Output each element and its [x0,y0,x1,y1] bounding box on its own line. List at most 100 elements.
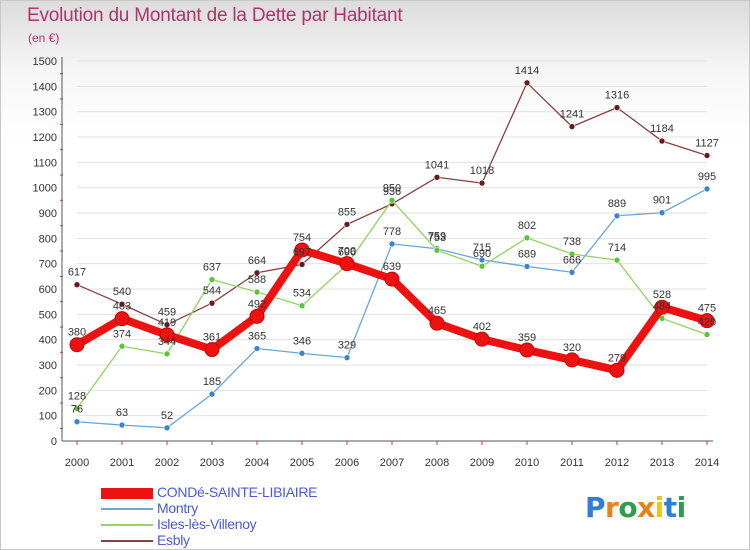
legend-label-conde: CONDé-SAINTE-LIBIAIRE [157,484,318,500]
data-label-2-2008: 753 [428,232,446,244]
data-point-2-2003 [208,276,216,283]
x-tick-label-2009: 2009 [470,457,494,469]
data-point-1-2012 [613,212,621,220]
data-label-0-2005: 754 [293,232,311,244]
data-point-0-2000 [69,337,85,353]
data-point-1-2010 [523,263,531,270]
data-point-1-2013 [658,209,666,217]
data-point-3-2010 [523,79,531,87]
data-label-3-2002: 459 [158,307,176,319]
data-label-2-2005: 534 [293,288,311,300]
data-point-3-2005 [298,261,306,268]
data-label-1-2014: 995 [698,171,716,183]
data-label-0-2003: 361 [203,332,221,344]
y-tick-label-700: 700 [39,259,57,271]
data-point-0-2007 [384,271,400,287]
data-label-3-2008: 1041 [425,159,449,171]
data-label-1-2011: 666 [563,254,581,266]
data-label-3-2012: 1316 [605,90,629,102]
data-point-3-2012 [613,104,621,111]
data-point-1-2000 [73,418,81,426]
data-label-2-2012: 714 [608,242,626,254]
data-label-3-2006: 855 [338,206,356,218]
data-label-2-2002: 344 [158,336,176,348]
data-label-3-2004: 664 [248,255,266,267]
logo-letter: i [676,491,687,524]
data-point-1-2009 [478,256,486,264]
data-point-0-2004 [249,308,265,324]
x-tick-label-2013: 2013 [650,457,674,469]
data-point-0-2005 [294,242,310,258]
data-label-1-2002: 52 [161,410,173,422]
data-point-3-2001 [118,300,126,308]
data-label-3-2007: 936 [383,186,401,198]
x-tick-label-2006: 2006 [335,457,359,469]
data-label-0-2012: 279 [608,352,626,364]
data-label-3-2011: 1241 [560,109,584,121]
data-label-1-2001: 63 [116,407,128,419]
y-tick-label-1000: 1000 [33,183,57,195]
legend-label-isles: Isles-lès-Villenoy [157,516,257,532]
data-point-2-2005 [298,302,306,310]
data-point-0-2010 [519,342,535,358]
data-label-2-2007: 950 [383,182,401,194]
y-tick-label-1100: 1100 [33,157,57,169]
data-label-1-2007: 778 [383,226,401,238]
legend-swatch-isles [101,524,153,526]
data-point-2-2008 [433,246,441,254]
data-point-3-2006 [343,221,351,228]
y-tick-label-1400: 1400 [33,81,57,93]
data-point-0-2009 [474,331,490,347]
data-label-2-2000: 128 [68,391,86,403]
data-point-3-2004 [253,269,261,277]
legend-item-isles: Isles-lès-Villenoy [101,516,361,533]
data-label-0-2006: 700 [338,246,356,258]
data-label-3-2005: 697 [293,246,311,258]
data-point-1-2007 [388,240,396,248]
logo-letter: r [605,491,619,524]
data-label-2-2001: 374 [113,328,131,340]
data-label-0-2014: 475 [698,303,716,315]
data-label-1-2005: 346 [293,335,311,347]
data-point-1-2011 [568,268,576,276]
data-point-0-2006 [339,256,355,272]
y-tick-label-200: 200 [39,385,57,397]
data-point-3-2011 [568,123,576,130]
data-label-0-2004: 492 [248,298,266,310]
data-point-2-2001 [118,342,126,350]
data-label-0-2000: 380 [68,327,86,339]
logo-letter: i [654,491,665,524]
x-tick-label-2012: 2012 [605,457,629,469]
data-label-3-2010: 1414 [515,65,539,77]
data-label-3-2001: 540 [113,286,131,298]
data-point-3-2000 [73,281,81,288]
data-label-1-2010: 689 [518,248,536,260]
data-label-0-2001: 483 [113,301,131,313]
data-label-2-2004: 588 [248,274,266,286]
legend-swatch-conde [101,488,153,499]
data-label-3-2000: 617 [68,267,86,279]
legend-item-esbly: Esbly [101,532,361,549]
data-point-2-2014 [703,331,711,338]
data-point-0-2002 [159,327,175,343]
data-label-3-2013: 1184 [650,123,674,135]
data-point-1-2014 [703,185,711,193]
x-tick-label-2002: 2002 [155,457,179,469]
data-point-1-2001 [118,421,126,429]
chart-title: Evolution du Montant de la Dette par Hab… [27,5,403,26]
data-point-2-2011 [568,250,576,258]
data-label-1-2008: 759 [428,231,446,243]
logo-letter: P [585,491,606,524]
data-point-2-2013 [658,315,666,322]
data-label-1-2012: 889 [608,198,626,210]
data-label-2-2006: 696 [338,247,356,259]
data-point-0-2013 [654,299,670,315]
data-label-0-2008: 465 [428,305,446,317]
data-point-2-2000 [73,405,81,412]
data-label-0-2002: 419 [158,317,176,329]
x-tick-label-2003: 2003 [200,457,224,469]
legend-label-esbly: Esbly [157,532,190,548]
data-label-2-2013: 484 [653,300,671,312]
y-tick-label-600: 600 [39,284,57,296]
